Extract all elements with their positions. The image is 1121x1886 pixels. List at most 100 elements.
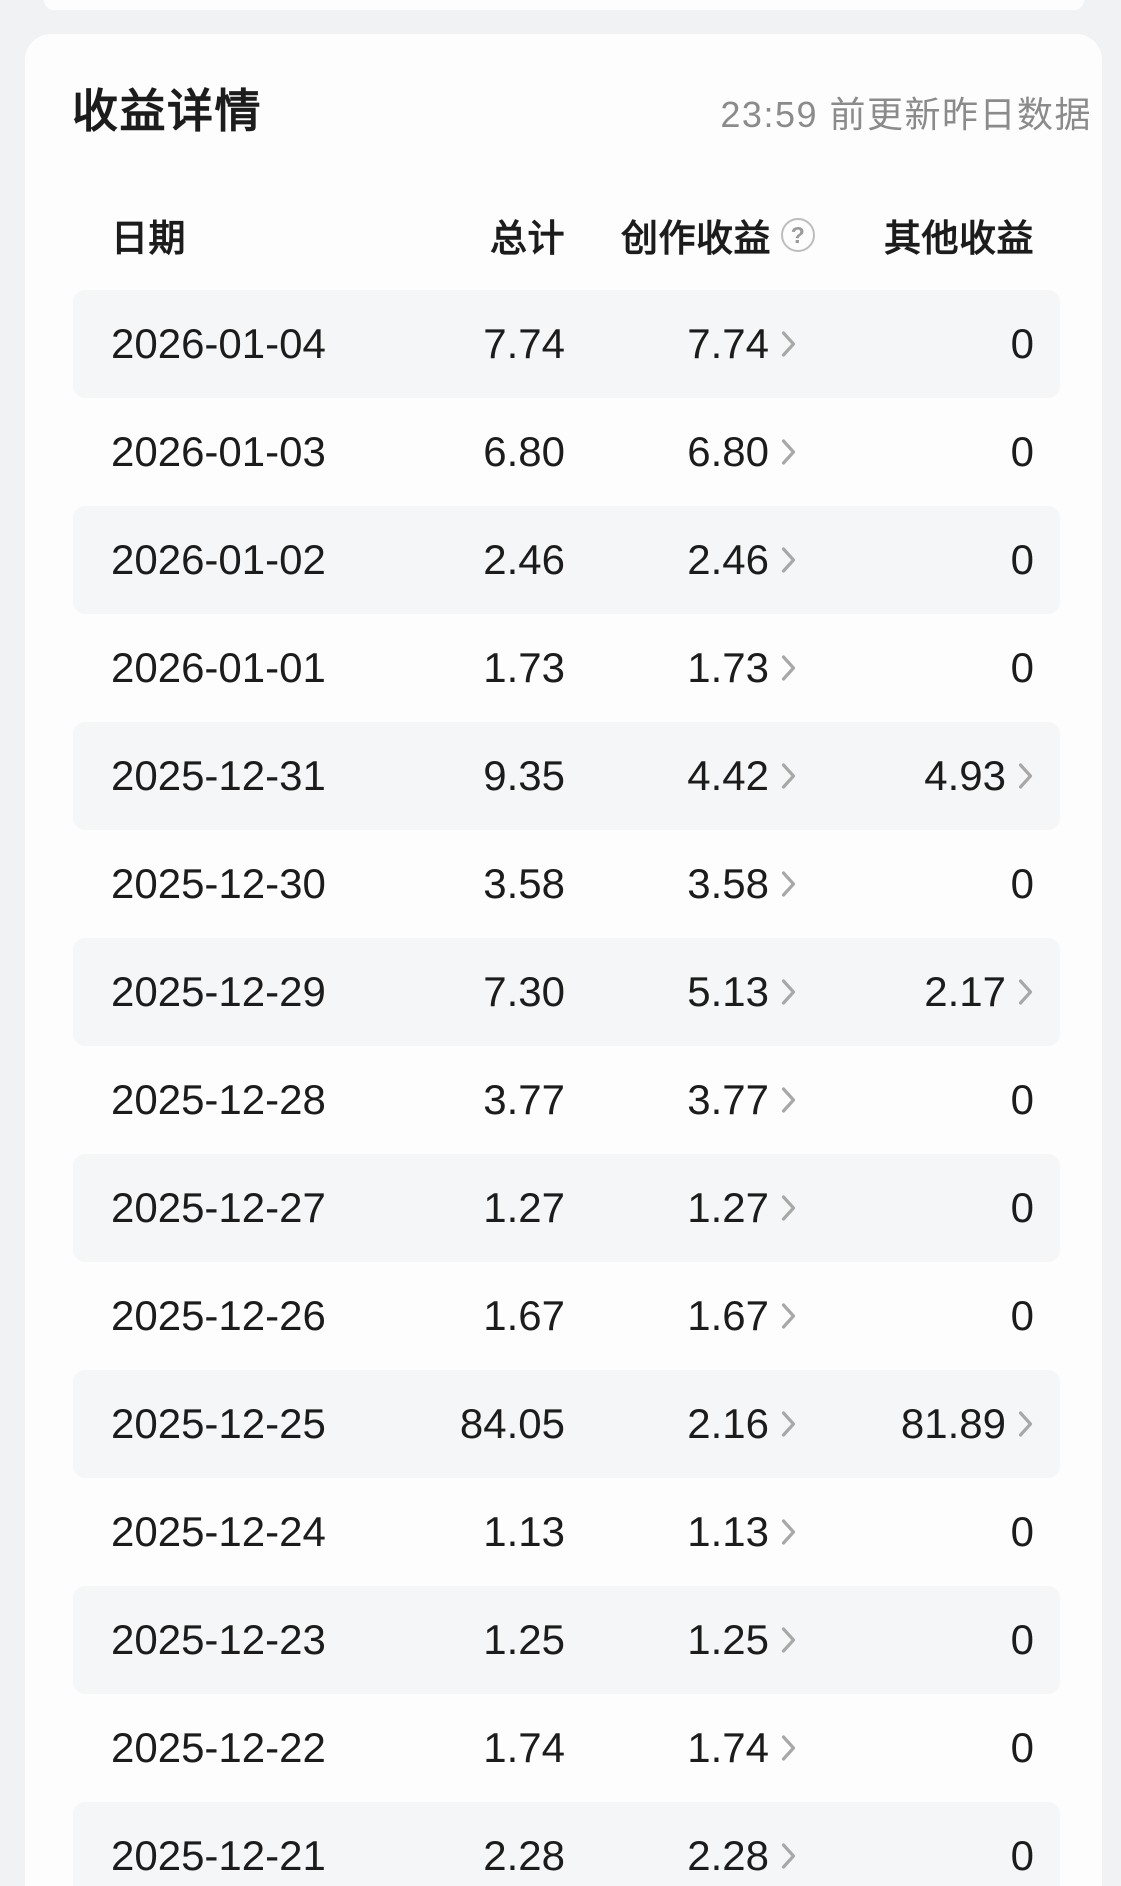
chevron-right-icon bbox=[781, 439, 796, 465]
row-creation-earnings-link[interactable]: 1.13 bbox=[533, 1478, 815, 1586]
row-total-earnings: 7.74 bbox=[483, 320, 565, 367]
row-creation-earnings-value: 2.46 bbox=[687, 536, 769, 583]
row-date: 2025-12-28 bbox=[111, 1076, 326, 1123]
row-other-earnings-value: 0 bbox=[1010, 1508, 1034, 1555]
row-date: 2026-01-01 bbox=[111, 644, 326, 691]
row-creation-earnings-value: 3.77 bbox=[687, 1076, 769, 1123]
row-date: 2025-12-31 bbox=[111, 752, 326, 799]
row-other-earnings-value: 0 bbox=[1010, 1076, 1034, 1123]
row-total-earnings: 9.35 bbox=[483, 752, 565, 799]
row-date: 2025-12-25 bbox=[111, 1400, 326, 1447]
row-creation-earnings-link[interactable]: 1.25 bbox=[533, 1586, 815, 1694]
row-creation-earnings-value: 4.42 bbox=[687, 752, 769, 799]
row-creation-earnings-link[interactable]: 5.13 bbox=[533, 938, 815, 1046]
table-row: 2025-12-26 1.67 1.67 0 bbox=[73, 1262, 1060, 1370]
row-creation-earnings-link[interactable]: 2.46 bbox=[533, 506, 815, 614]
row-other-earnings-value: 81.89 bbox=[900, 1400, 1006, 1447]
table-row: 2025-12-31 9.35 4.42 4.93 bbox=[73, 722, 1060, 830]
row-total-earnings: 1.73 bbox=[483, 644, 565, 691]
row-other-earnings-link[interactable]: 81.89 bbox=[833, 1370, 1034, 1478]
row-total-earnings: 7.30 bbox=[483, 968, 565, 1015]
table-row: 2026-01-04 7.74 7.74 0 bbox=[73, 290, 1060, 398]
row-creation-earnings-value: 2.16 bbox=[687, 1400, 769, 1447]
table-row: 2025-12-21 2.28 2.28 0 bbox=[73, 1802, 1060, 1886]
column-header-creation-earnings: 创作收益 ? bbox=[533, 213, 815, 259]
chevron-right-icon bbox=[781, 1627, 796, 1653]
previous-card-bottom-edge bbox=[44, 0, 1084, 10]
row-date: 2025-12-29 bbox=[111, 968, 326, 1015]
row-creation-earnings-value: 1.67 bbox=[687, 1292, 769, 1339]
table-row: 2025-12-29 7.30 5.13 2.17 bbox=[73, 938, 1060, 1046]
row-other-earnings-value: 0 bbox=[1010, 1724, 1034, 1771]
row-other-earnings-value: 0 bbox=[1010, 644, 1034, 691]
row-date: 2025-12-23 bbox=[111, 1616, 326, 1663]
table-row: 2025-12-28 3.77 3.77 0 bbox=[73, 1046, 1060, 1154]
help-icon[interactable]: ? bbox=[781, 218, 815, 252]
row-date: 2025-12-21 bbox=[111, 1832, 326, 1879]
row-creation-earnings-value: 1.27 bbox=[687, 1184, 769, 1231]
row-creation-earnings-value: 2.28 bbox=[687, 1832, 769, 1879]
row-creation-earnings-link[interactable]: 2.28 bbox=[533, 1802, 815, 1886]
table-body: 2026-01-04 7.74 7.74 0 2026-01-03 6.80 6.80 0 20… bbox=[73, 34, 1060, 1886]
row-total-earnings: 1.27 bbox=[483, 1184, 565, 1231]
row-creation-earnings-value: 3.58 bbox=[687, 860, 769, 907]
row-other-earnings-value: 0 bbox=[1010, 428, 1034, 475]
row-creation-earnings-link[interactable]: 4.42 bbox=[533, 722, 815, 830]
chevron-right-icon bbox=[781, 763, 796, 789]
table-row: 2026-01-01 1.73 1.73 0 bbox=[73, 614, 1060, 722]
row-creation-earnings-link[interactable]: 3.77 bbox=[533, 1046, 815, 1154]
row-creation-earnings-link[interactable]: 2.16 bbox=[533, 1370, 815, 1478]
chevron-right-icon bbox=[781, 1195, 796, 1221]
table-row: 2025-12-30 3.58 3.58 0 bbox=[73, 830, 1060, 938]
earnings-detail-card: 收益详情 23:59 前更新昨日数据 日期 总计 创作收益 ? 其他收益 202… bbox=[25, 34, 1102, 1886]
row-creation-earnings-link[interactable]: 1.73 bbox=[533, 614, 815, 722]
row-date: 2025-12-22 bbox=[111, 1724, 326, 1771]
row-creation-earnings-link[interactable]: 7.74 bbox=[533, 290, 815, 398]
chevron-right-icon bbox=[1018, 1411, 1033, 1437]
row-total-earnings: 1.74 bbox=[483, 1724, 565, 1771]
row-other-earnings-value: 0 bbox=[1010, 1616, 1034, 1663]
row-total-earnings: 84.05 bbox=[459, 1400, 565, 1447]
row-creation-earnings-link[interactable]: 1.27 bbox=[533, 1154, 815, 1262]
row-other-earnings-value: 0 bbox=[1010, 320, 1034, 367]
row-date: 2026-01-04 bbox=[111, 320, 326, 367]
row-other-earnings-value: 0 bbox=[1010, 860, 1034, 907]
row-total-earnings: 6.80 bbox=[483, 428, 565, 475]
row-total-earnings: 1.25 bbox=[483, 1616, 565, 1663]
row-total-earnings: 1.13 bbox=[483, 1508, 565, 1555]
row-date: 2026-01-02 bbox=[111, 536, 326, 583]
row-date: 2025-12-26 bbox=[111, 1292, 326, 1339]
chevron-right-icon bbox=[781, 331, 796, 357]
chevron-right-icon bbox=[781, 547, 796, 573]
row-creation-earnings-link[interactable]: 3.58 bbox=[533, 830, 815, 938]
row-other-earnings-link[interactable]: 4.93 bbox=[833, 722, 1034, 830]
chevron-right-icon bbox=[781, 1843, 796, 1869]
row-creation-earnings-value: 7.74 bbox=[687, 320, 769, 367]
row-creation-earnings-value: 5.13 bbox=[687, 968, 769, 1015]
table-row: 2026-01-02 2.46 2.46 0 bbox=[73, 506, 1060, 614]
chevron-right-icon bbox=[781, 1087, 796, 1113]
row-creation-earnings-value: 1.25 bbox=[687, 1616, 769, 1663]
row-creation-earnings-link[interactable]: 6.80 bbox=[533, 398, 815, 506]
row-total-earnings: 2.28 bbox=[483, 1832, 565, 1879]
row-creation-earnings-link[interactable]: 1.74 bbox=[533, 1694, 815, 1802]
row-creation-earnings-link[interactable]: 1.67 bbox=[533, 1262, 815, 1370]
row-other-earnings-value: 0 bbox=[1010, 1184, 1034, 1231]
table-row: 2025-12-25 84.05 2.16 81.89 bbox=[73, 1370, 1060, 1478]
chevron-right-icon bbox=[781, 979, 796, 1005]
column-header-other-earnings: 其他收益 bbox=[884, 218, 1034, 259]
row-total-earnings: 3.77 bbox=[483, 1076, 565, 1123]
chevron-right-icon bbox=[781, 1411, 796, 1437]
row-other-earnings-value: 0 bbox=[1010, 1292, 1034, 1339]
row-other-earnings-link[interactable]: 2.17 bbox=[833, 938, 1034, 1046]
table-row: 2025-12-24 1.13 1.13 0 bbox=[73, 1478, 1060, 1586]
table-row: 2026-01-03 6.80 6.80 0 bbox=[73, 398, 1060, 506]
row-date: 2025-12-24 bbox=[111, 1508, 326, 1555]
chevron-right-icon bbox=[781, 1303, 796, 1329]
row-total-earnings: 1.67 bbox=[483, 1292, 565, 1339]
row-date: 2026-01-03 bbox=[111, 428, 326, 475]
row-date: 2025-12-30 bbox=[111, 860, 326, 907]
chevron-right-icon bbox=[781, 1735, 796, 1761]
column-header-date: 日期 bbox=[111, 218, 186, 259]
chevron-right-icon bbox=[1018, 979, 1033, 1005]
